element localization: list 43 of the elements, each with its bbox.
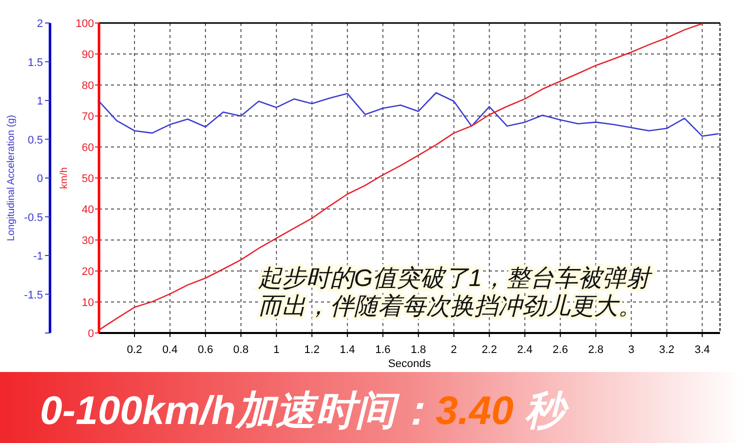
x-tick-label: 0.4 xyxy=(162,344,178,356)
x-tick-label: 1.2 xyxy=(304,344,320,356)
line-series xyxy=(98,92,719,137)
line-series xyxy=(98,22,703,331)
x-tick-label: 1.4 xyxy=(340,344,356,356)
x-tick-label: 0.6 xyxy=(198,344,214,356)
y2-tick-label: 100 xyxy=(76,18,94,30)
y-tick-label: 2 xyxy=(36,18,43,30)
y2-tick-label: 80 xyxy=(82,80,94,92)
y-tick-label: -1.5 xyxy=(24,289,43,302)
x-tick-label: 3.2 xyxy=(659,344,674,356)
x-tick-label: 3.4 xyxy=(694,344,710,356)
y-tick-label: 0.5 xyxy=(28,134,43,146)
y2-tick-label: 30 xyxy=(82,235,94,247)
x-tick-label: 3 xyxy=(628,344,634,356)
y2-axis-title: km/h xyxy=(59,167,70,189)
y2-tick-label: 70 xyxy=(82,111,94,123)
y-tick-label: -1 xyxy=(33,250,43,262)
x-tick-label: 1.6 xyxy=(375,344,391,356)
y2-tick-label: 60 xyxy=(82,142,94,154)
y2-tick-label: 10 xyxy=(82,297,94,309)
x-tick-label: 2.6 xyxy=(552,344,568,356)
x-tick-label: 1.8 xyxy=(410,344,426,356)
x-tick-label: 0.8 xyxy=(233,344,249,356)
y-tick-label: 1.5 xyxy=(28,56,43,69)
x-axis-title: Seconds xyxy=(388,358,432,370)
y2-tick-label: 90 xyxy=(82,49,94,61)
x-tick-label: 1 xyxy=(273,344,280,356)
x-tick-label: 0.2 xyxy=(126,344,142,356)
y2-tick-label: 20 xyxy=(82,266,94,278)
y2-tick-label: 40 xyxy=(82,204,94,216)
y-tick-label: -0.5 xyxy=(24,212,43,224)
y-axis-title: Longitudinal Acceleration (g) xyxy=(6,114,17,242)
y-tick-label: 0 xyxy=(36,173,43,185)
y2-tick-label: 0 xyxy=(88,328,94,340)
y2-tick-label: 50 xyxy=(82,173,94,185)
annotation: 起步时的G值突破了1，整台车被弹射而出，伴随着每次换挡冲劲儿更大。 xyxy=(258,265,654,320)
x-tick-label: 2 xyxy=(450,344,457,356)
y-tick-label: 1 xyxy=(36,96,43,108)
x-tick-label: 2.8 xyxy=(588,344,604,356)
x-tick-label: 2.4 xyxy=(517,344,532,356)
text: 0-100km/h加速时间：3.40 秒 xyxy=(40,389,570,433)
x-tick-label: 2.2 xyxy=(482,344,497,356)
